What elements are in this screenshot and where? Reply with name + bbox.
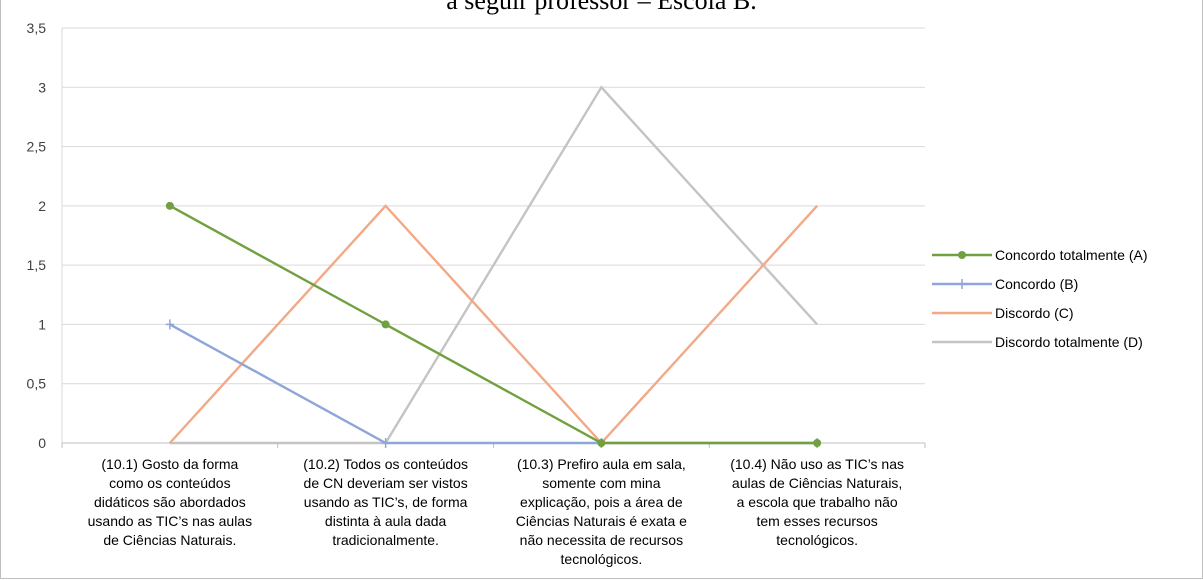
gridlines: [62, 27, 925, 444]
legend-marker: [958, 251, 966, 259]
x-axis: (10.1) Gosto da forma como os conteúdos di…: [61, 442, 926, 567]
series-line: [169, 204, 818, 445]
data-point: [597, 439, 606, 447]
x-tick-label: (10.1) Gosto da forma como os conteúdos di…: [88, 456, 252, 548]
y-tick-label: 1,5: [27, 257, 47, 273]
y-tick-label: 0: [38, 435, 46, 451]
data-point: [813, 439, 822, 447]
legend-label: Discordo (C): [995, 305, 1074, 321]
y-tick-label: 2,5: [27, 139, 47, 155]
data-point: [165, 319, 174, 330]
legend: Concordo totalmente (A) Concordo (B) Disco…: [932, 247, 1148, 350]
legend-label: Discordo totalmente (D): [995, 334, 1143, 350]
series-line: [168, 204, 819, 445]
y-tick-label: 2: [38, 198, 46, 214]
y-tick-label: 3: [38, 79, 46, 95]
x-tick-label: (10.3) Prefiro aula em sala, somente com …: [516, 456, 687, 567]
legend-label: Concordo (B): [995, 276, 1078, 292]
y-axis: 0 0,5 1 1,5 2 2,5 3 3,5: [27, 20, 63, 451]
data-point: [165, 201, 174, 210]
series-line: [169, 85, 819, 445]
legend-label: Concordo totalmente (A): [995, 247, 1148, 263]
chart-title: a seguir professor – Escola B.: [446, 0, 757, 15]
data-point: [381, 438, 390, 448]
y-tick-label: 3,5: [27, 20, 47, 36]
y-tick-label: 0,5: [27, 376, 47, 392]
y-tick-label: 1: [38, 316, 46, 332]
x-tick-label: (10.2) Todos os conteúdos de CN deveriam …: [303, 456, 468, 548]
data-point: [381, 320, 390, 329]
x-tick-label: (10.4) Não uso as TIC’s nas aulas de Ciên…: [730, 456, 904, 548]
legend-marker: [958, 279, 966, 289]
series-group: [165, 85, 822, 448]
